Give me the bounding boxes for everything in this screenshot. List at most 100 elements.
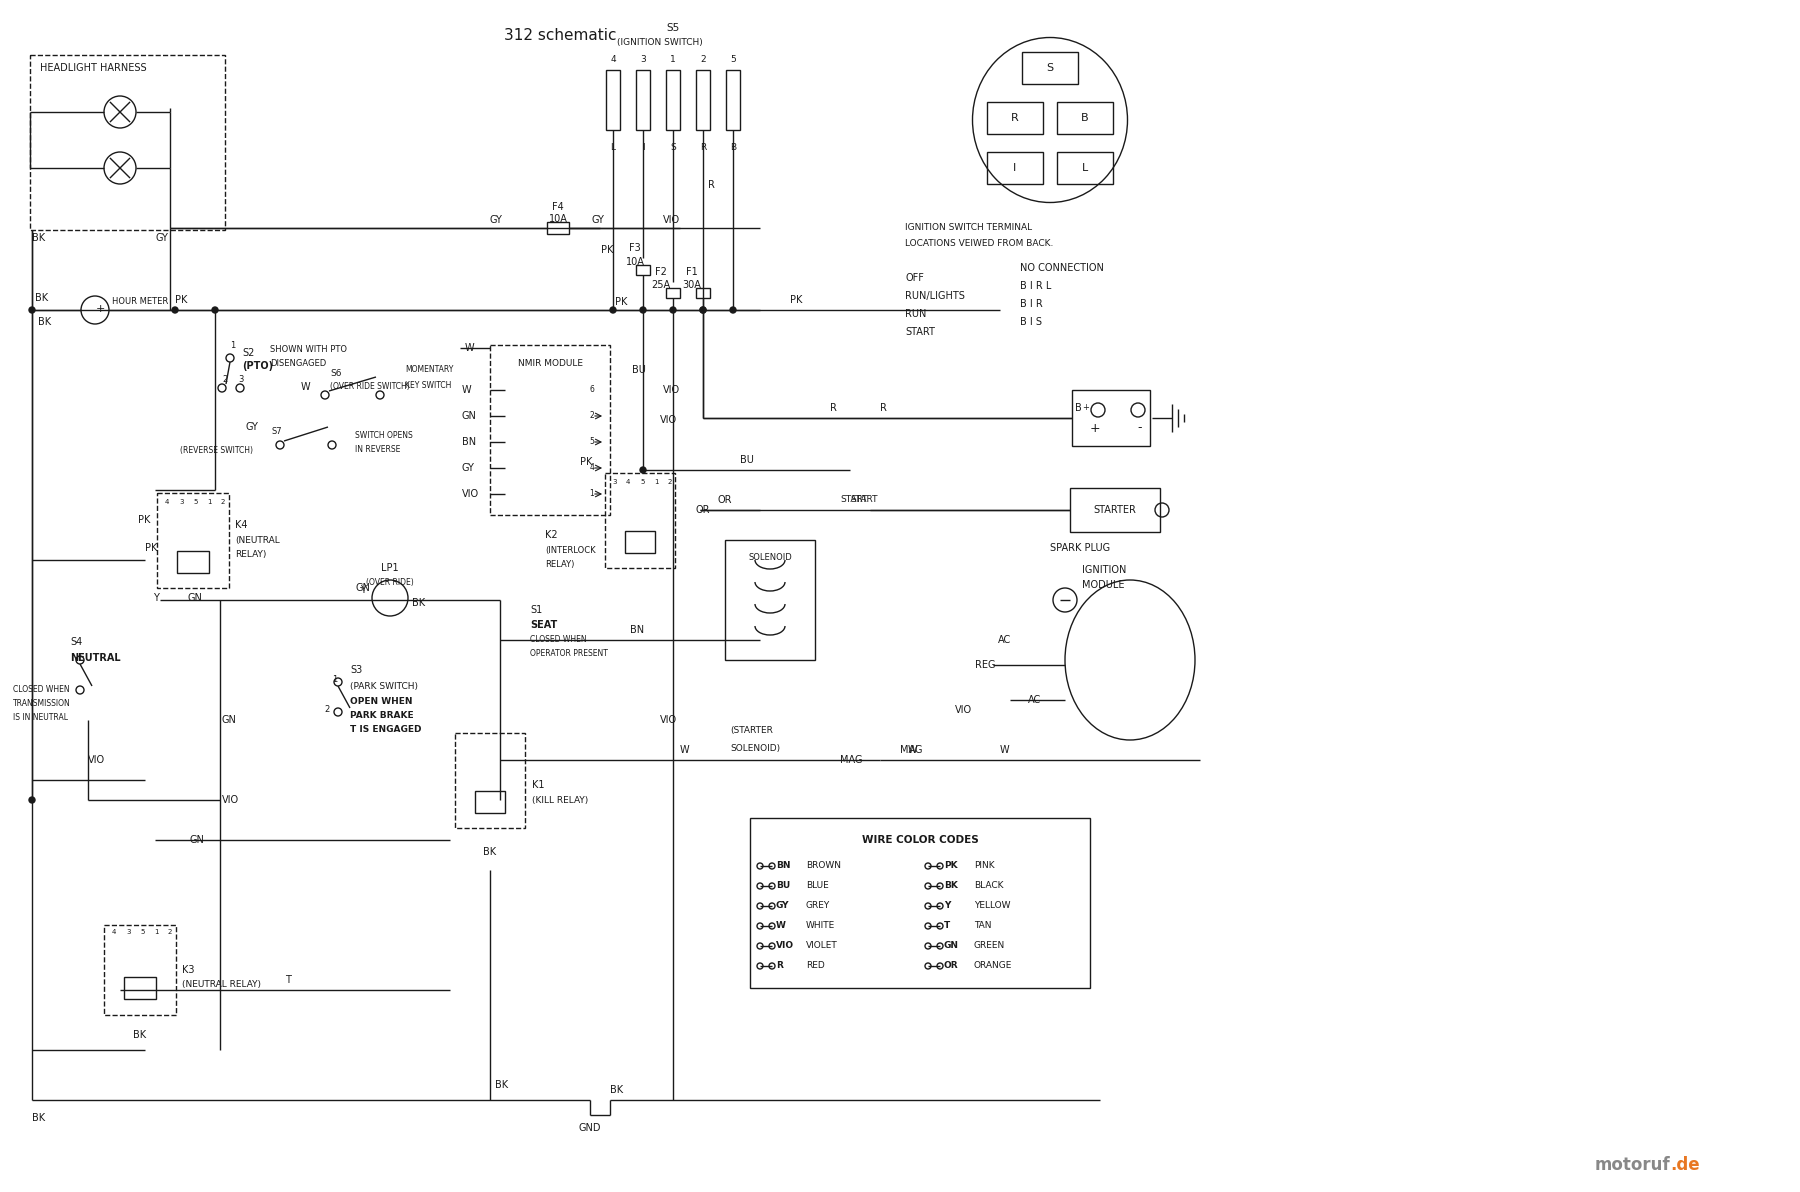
- Text: AC: AC: [1028, 695, 1040, 704]
- Text: 5: 5: [590, 437, 594, 447]
- Text: IGNITION SWITCH TERMINAL: IGNITION SWITCH TERMINAL: [905, 224, 1031, 232]
- Text: VIO: VIO: [661, 415, 677, 426]
- Text: K1: K1: [533, 780, 544, 790]
- Text: SOLENOID): SOLENOID): [731, 744, 779, 752]
- Text: 1: 1: [230, 341, 236, 350]
- Text: GY: GY: [155, 232, 167, 243]
- Text: NMIR MODULE: NMIR MODULE: [518, 359, 583, 367]
- Text: T IS ENGAGED: T IS ENGAGED: [349, 726, 421, 734]
- Text: LOCATIONS VEIWED FROM BACK.: LOCATIONS VEIWED FROM BACK.: [905, 240, 1053, 248]
- Text: 30A: 30A: [682, 280, 702, 290]
- Bar: [455, 733, 526, 827]
- Text: REG: REG: [976, 660, 995, 670]
- Bar: [157, 492, 229, 588]
- Text: VIOLET: VIOLET: [806, 942, 837, 950]
- Bar: [1073, 390, 1150, 446]
- Circle shape: [670, 308, 677, 313]
- Text: 5: 5: [641, 479, 644, 485]
- Text: W: W: [463, 385, 472, 395]
- Text: START: START: [850, 496, 878, 504]
- Text: GY: GY: [245, 422, 257, 432]
- Text: (OVER RIDE): (OVER RIDE): [365, 578, 414, 588]
- Text: GY: GY: [592, 215, 605, 225]
- Text: STARTER: STARTER: [1094, 505, 1136, 515]
- Bar: [475, 791, 506, 813]
- Text: B: B: [731, 143, 736, 153]
- Text: -: -: [1138, 422, 1143, 435]
- Text: BN: BN: [776, 862, 790, 870]
- Text: BK: BK: [610, 1085, 623, 1095]
- Text: S: S: [670, 143, 675, 153]
- Text: W: W: [1001, 745, 1010, 755]
- Text: (INTERLOCK: (INTERLOCK: [545, 546, 596, 554]
- Bar: [635, 70, 650, 130]
- Text: SWITCH OPENS: SWITCH OPENS: [355, 430, 412, 440]
- Text: ORANGE: ORANGE: [974, 962, 1012, 970]
- Text: K2: K2: [545, 530, 558, 540]
- Text: 3: 3: [238, 375, 243, 385]
- Text: +: +: [1082, 404, 1089, 412]
- Bar: [725, 540, 815, 660]
- Text: BLUE: BLUE: [806, 882, 828, 890]
- Text: (NEUTRAL: (NEUTRAL: [236, 535, 279, 545]
- Text: GN: GN: [943, 942, 959, 950]
- Text: AC: AC: [997, 635, 1012, 645]
- Text: BROWN: BROWN: [806, 862, 841, 870]
- Text: VIO: VIO: [956, 704, 972, 715]
- Text: KEY SWITCH: KEY SWITCH: [405, 380, 452, 390]
- Text: SOLENOID: SOLENOID: [749, 553, 792, 563]
- Text: RUN/LIGHTS: RUN/LIGHTS: [905, 291, 965, 302]
- Text: NEUTRAL: NEUTRAL: [70, 653, 121, 663]
- Text: S7: S7: [272, 427, 283, 435]
- Text: 4: 4: [626, 479, 630, 485]
- Text: 10A: 10A: [549, 215, 567, 224]
- Bar: [666, 70, 680, 130]
- Bar: [1069, 488, 1159, 532]
- Text: VIO: VIO: [661, 715, 677, 725]
- Text: RED: RED: [806, 962, 824, 970]
- Text: 1: 1: [155, 929, 158, 935]
- Text: 6: 6: [590, 385, 594, 395]
- Text: 5: 5: [193, 499, 198, 505]
- Text: (PTO): (PTO): [241, 361, 274, 371]
- Text: BK: BK: [943, 882, 958, 890]
- Text: 4: 4: [166, 499, 169, 505]
- Text: S6: S6: [329, 368, 342, 378]
- Text: W: W: [464, 343, 475, 353]
- Text: 1: 1: [590, 490, 594, 498]
- Text: BK: BK: [495, 1080, 508, 1089]
- Bar: [31, 55, 225, 230]
- Text: (STARTER: (STARTER: [731, 726, 772, 734]
- Text: START: START: [905, 327, 934, 337]
- Text: PK: PK: [790, 294, 803, 305]
- Text: B: B: [1075, 403, 1082, 412]
- Text: TRANSMISSION: TRANSMISSION: [13, 700, 70, 708]
- Text: LP1: LP1: [382, 563, 400, 573]
- Text: L: L: [1082, 163, 1089, 173]
- Text: 2: 2: [221, 375, 227, 385]
- Text: GREEN: GREEN: [974, 942, 1004, 950]
- Text: VIO: VIO: [88, 755, 104, 765]
- Text: S5: S5: [666, 23, 680, 33]
- Text: K4: K4: [236, 520, 248, 530]
- Text: Y: Y: [360, 585, 365, 595]
- Text: OR: OR: [718, 495, 733, 505]
- Bar: [124, 977, 157, 999]
- Text: GY: GY: [490, 215, 502, 225]
- Text: MOMENTARY: MOMENTARY: [405, 366, 454, 374]
- Text: OR: OR: [695, 505, 709, 515]
- Text: BK: BK: [484, 848, 497, 857]
- Text: PARK BRAKE: PARK BRAKE: [349, 712, 414, 720]
- Text: MAG: MAG: [900, 745, 922, 755]
- Text: 1: 1: [653, 479, 659, 485]
- Text: 4: 4: [610, 56, 616, 64]
- Text: TAN: TAN: [974, 921, 992, 931]
- Text: T: T: [943, 921, 950, 931]
- Text: .de: .de: [1670, 1156, 1699, 1174]
- Text: HOUR METER: HOUR METER: [112, 298, 167, 306]
- Text: WIRE COLOR CODES: WIRE COLOR CODES: [862, 836, 979, 845]
- Text: 1: 1: [670, 56, 675, 64]
- Text: GN: GN: [187, 592, 203, 603]
- Text: Y: Y: [153, 592, 158, 603]
- Text: BK: BK: [32, 232, 45, 243]
